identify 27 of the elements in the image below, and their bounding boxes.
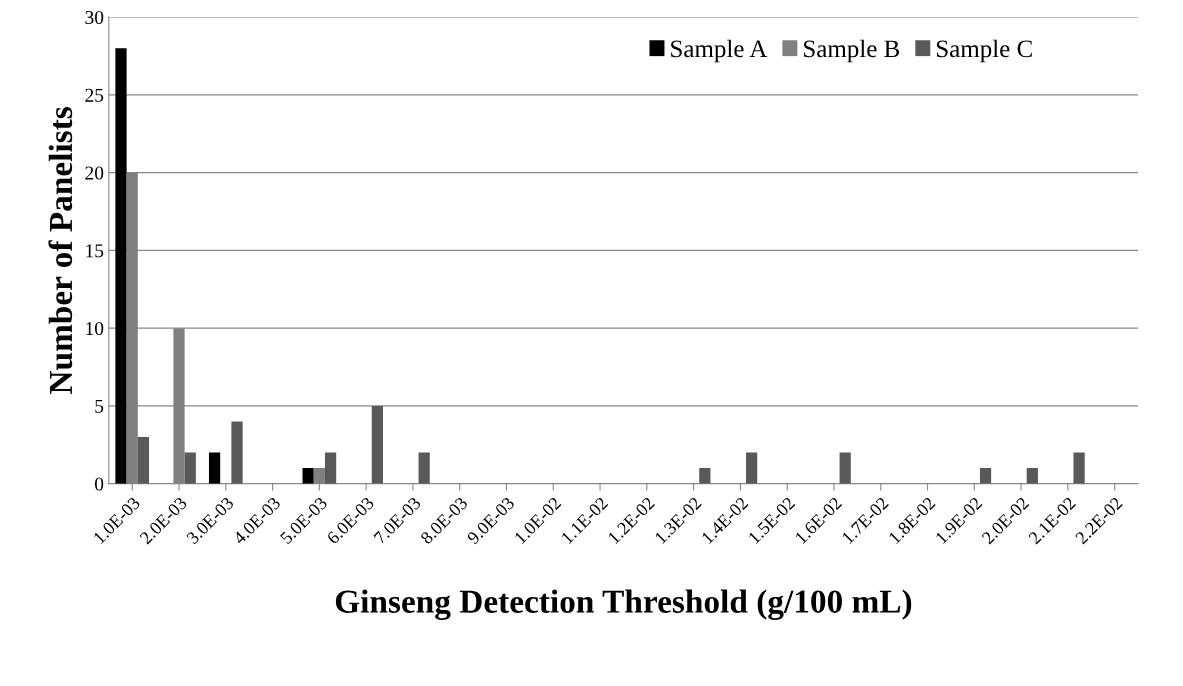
bar	[324, 452, 337, 484]
y-axis-title: Number of Panelists	[48, 107, 73, 394]
legend-label: Sample A	[671, 39, 768, 63]
bar	[137, 436, 150, 484]
bar	[746, 452, 758, 484]
y-tick-label: 20	[85, 166, 104, 180]
y-tick-label: 15	[86, 244, 104, 258]
y-tick-label: 30	[85, 10, 104, 25]
bar	[1026, 468, 1038, 484]
bar	[1073, 452, 1085, 484]
legend-label: Sample B	[804, 39, 900, 63]
bar	[418, 452, 430, 484]
legend-label: Sample C	[936, 39, 1032, 63]
bar	[208, 452, 221, 484]
y-tick-label: 25	[85, 88, 104, 102]
y-tick-label: 10	[86, 321, 104, 336]
y-tick-label: 5	[95, 399, 104, 413]
bar	[115, 48, 127, 484]
y-tick-label: 0	[94, 477, 104, 491]
bar	[839, 452, 851, 484]
bar	[184, 452, 196, 484]
bar	[302, 468, 314, 484]
bar	[231, 421, 243, 484]
bar	[979, 468, 992, 484]
x-axis-title: Ginseng Detection Threshold (g/100 mL)	[335, 589, 912, 620]
bar	[699, 468, 711, 484]
bar	[371, 405, 383, 484]
